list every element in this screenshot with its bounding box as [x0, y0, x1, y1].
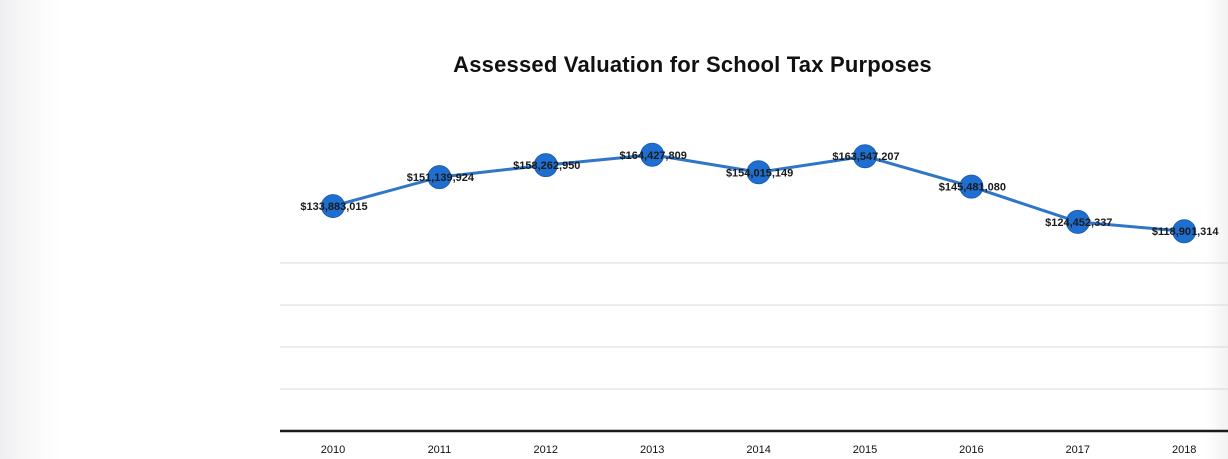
x-tick-label: 2014 — [746, 444, 770, 456]
x-tick-label: 2011 — [428, 444, 452, 456]
data-label: $133,883,015 — [300, 201, 367, 213]
x-tick-label: 2016 — [959, 444, 983, 456]
data-point-marker — [321, 194, 345, 219]
data-point-marker — [427, 165, 452, 190]
data-label: $163,547,207 — [832, 151, 899, 163]
data-label: $145,481,080 — [939, 182, 1006, 194]
data-point-marker — [640, 142, 665, 167]
x-tick-label: 2015 — [853, 444, 877, 456]
data-label: $118,901,314 — [1152, 226, 1220, 238]
x-tick-label: 2018 — [1172, 444, 1196, 456]
data-point-marker — [746, 160, 771, 185]
data-label: $124,452,337 — [1045, 217, 1112, 229]
data-label: $158,262,950 — [513, 160, 580, 172]
chart-title: Assessed Valuation for School Tax Purpos… — [453, 52, 932, 77]
data-point-marker — [1065, 209, 1090, 234]
x-tick-label: 2017 — [1066, 444, 1090, 456]
x-tick-label: 2010 — [321, 444, 345, 456]
data-label: $154,015,149 — [726, 167, 793, 179]
data-point-marker — [853, 144, 877, 169]
x-tick-label: 2012 — [534, 444, 558, 456]
data-label: $164,427,809 — [620, 150, 687, 162]
x-tick-label: 2013 — [640, 444, 664, 456]
data-point-marker — [533, 153, 558, 178]
data-label: $151,139,924 — [407, 172, 475, 184]
data-point-marker — [959, 174, 984, 199]
data-point-marker — [1172, 219, 1197, 244]
